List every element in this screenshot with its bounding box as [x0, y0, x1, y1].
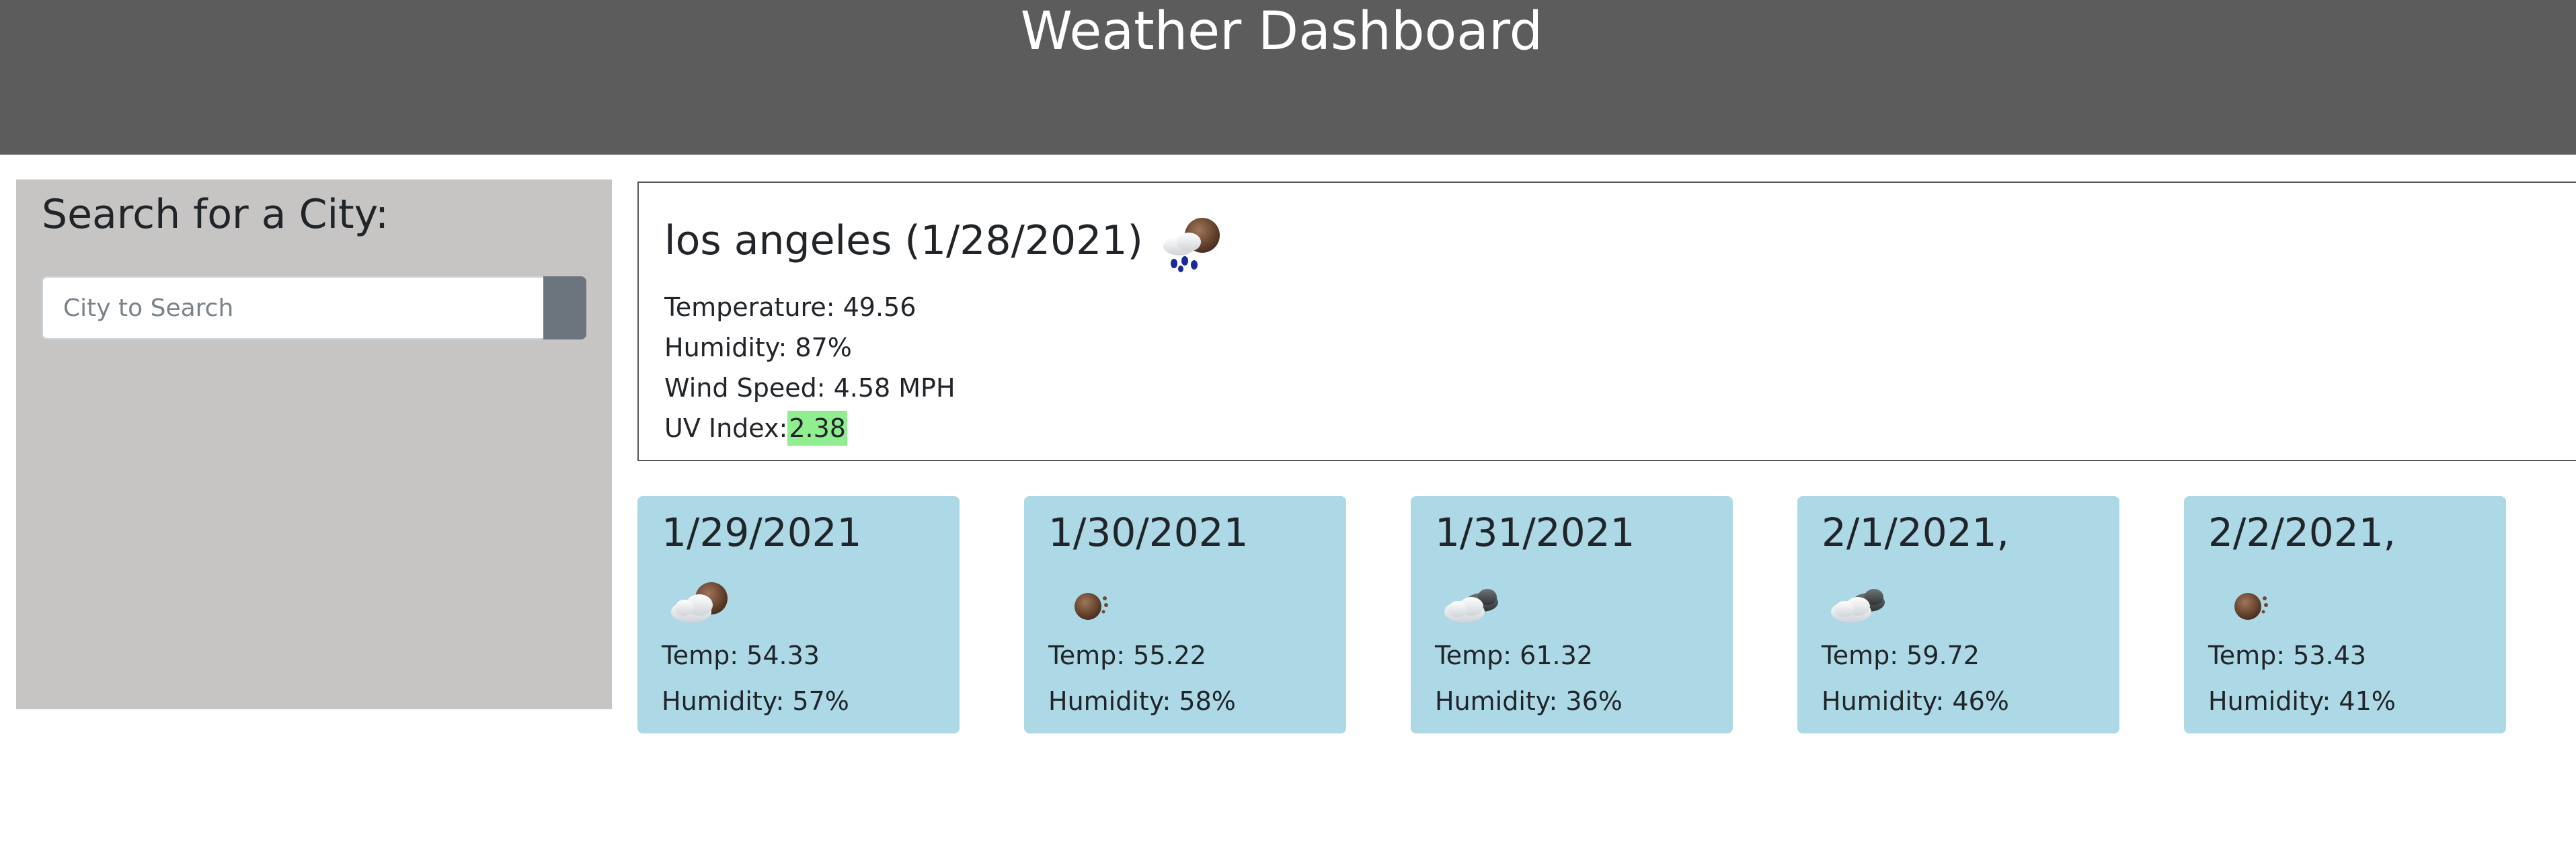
uv-value-badge: 2.38 [787, 411, 847, 446]
forecast-date: 1/31/2021 [1435, 510, 1635, 555]
current-heading: los angeles (1/28/2021) [664, 207, 1225, 274]
forecast-temp: Temp: 54.33 [662, 641, 820, 670]
forecast-humidity: Humidity: 41% [2208, 686, 2396, 716]
search-heading: Search for a City: [42, 191, 389, 238]
current-weather-panel: los angeles (1/28/2021) Temperature: 49.… [637, 182, 2576, 461]
forecast-temp: Temp: 55.22 [1048, 641, 1206, 670]
forecast-temp: Temp: 61.32 [1435, 641, 1593, 670]
forecast-card: 1/30/2021 Temp: 55.22 Humidity: 58% [1024, 496, 1346, 733]
forecast-card: 1/29/2021 Temp: 54.33 Humidity: 57% [637, 496, 960, 733]
forecast-card: 1/31/2021 Temp: 61.32 Humidity: 36% [1411, 496, 1733, 733]
forecast-temp: Temp: 59.72 [1822, 641, 1980, 670]
forecast-card: 2/2/2021, Temp: 53.43 Humidity: 41% [2184, 496, 2506, 733]
current-city-date: los angeles (1/28/2021) [664, 217, 1143, 264]
city-search-input[interactable] [42, 276, 543, 339]
partly-cloudy-icon [664, 565, 738, 639]
forecast-humidity: Humidity: 57% [662, 686, 849, 716]
broken-clouds-icon [1824, 565, 1898, 639]
rain-cloud-icon [1155, 207, 1225, 274]
forecast-card: 2/1/2021, Temp: 59.72 Humidity: 46% [1797, 496, 2119, 733]
clear-sky-icon [2211, 565, 2285, 639]
broken-clouds-icon [1438, 565, 1512, 639]
forecast-date: 2/2/2021, [2208, 510, 2396, 555]
page-title: Weather Dashboard [1020, 1, 1543, 62]
forecast-humidity: Humidity: 58% [1048, 686, 1236, 716]
clear-sky-icon [1051, 565, 1125, 639]
forecast-humidity: Humidity: 46% [1822, 686, 2009, 716]
search-button[interactable] [543, 276, 586, 339]
forecast-temp: Temp: 53.43 [2208, 641, 2366, 670]
search-group [42, 276, 586, 339]
forecast-date: 1/29/2021 [662, 510, 862, 555]
current-temperature: Temperature: 49.56 [664, 292, 916, 322]
current-wind-speed: Wind Speed: 4.58 MPH [664, 373, 955, 403]
header-edge [2563, 0, 2576, 155]
current-humidity: Humidity: 87% [664, 333, 852, 362]
forecast-humidity: Humidity: 36% [1435, 686, 1623, 716]
forecast-date: 1/30/2021 [1048, 510, 1249, 555]
header-bar: Weather Dashboard [0, 0, 2576, 155]
uv-label: UV Index: [664, 413, 788, 443]
forecast-date: 2/1/2021, [1822, 510, 2009, 555]
current-uv-index: UV Index:2.38 [664, 411, 847, 446]
search-sidebar: Search for a City: [16, 179, 612, 709]
